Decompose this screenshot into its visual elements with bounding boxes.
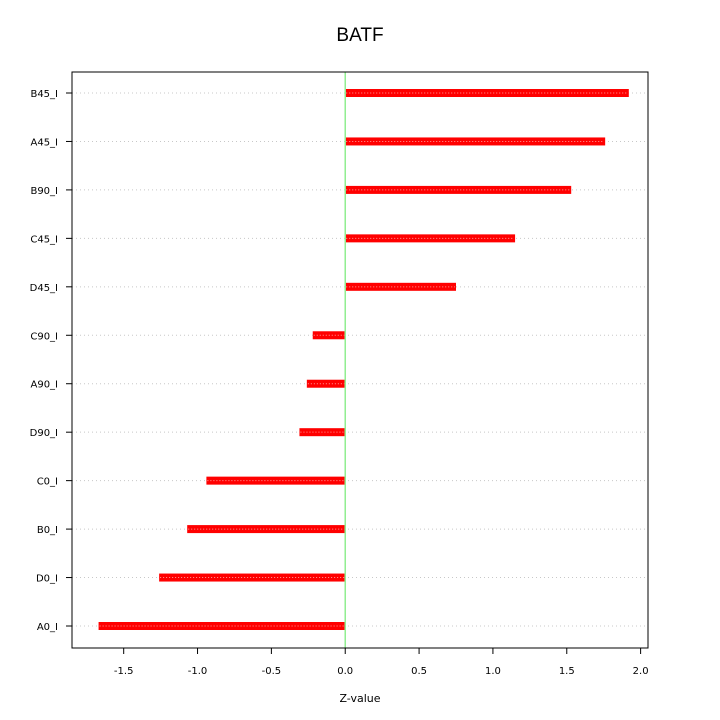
y-tick-label: C90_I <box>30 331 58 342</box>
chart-title: BATF <box>336 25 383 46</box>
y-tick-label: D90_I <box>30 428 58 439</box>
y-tick-label: C0_I <box>37 477 58 488</box>
y-tick-label: D45_I <box>30 283 58 294</box>
x-tick-label: -1.5 <box>114 666 134 677</box>
y-tick-label: A90_I <box>30 380 58 391</box>
x-tick-label: 1.0 <box>485 666 501 677</box>
grid-layer <box>72 92 648 627</box>
bar <box>206 476 346 485</box>
x-axis-title: Z-value <box>339 692 380 705</box>
plot-frame <box>71 71 649 649</box>
x-axis: -1.5 -1.0 -0.5 0.0 0.5 1.0 1.5 2.0 <box>114 648 649 677</box>
y-tick-label: B45_I <box>30 89 58 100</box>
bar <box>345 234 516 243</box>
x-tick-label: 0.0 <box>337 666 353 677</box>
bar-layer <box>98 89 629 630</box>
bar <box>345 89 629 97</box>
y-tick-label: B90_I <box>30 186 58 197</box>
x-tick-label: 1.5 <box>559 666 575 677</box>
y-tick-label: D0_I <box>36 574 58 585</box>
bar <box>345 137 606 146</box>
bar <box>98 622 346 630</box>
y-axis: B45_I A45_I B90_I C45_I D45_I C90_I A90_I D90_I… <box>30 89 72 633</box>
y-tick-label: A45_I <box>30 137 58 148</box>
x-tick-label: 0.5 <box>411 666 427 677</box>
y-tick-label: B0_I <box>37 525 58 536</box>
y-tick-label: C45_I <box>30 234 58 245</box>
y-tick-label: A0_I <box>37 622 58 633</box>
x-tick-label: 2.0 <box>633 666 649 677</box>
x-tick-label: -1.0 <box>188 666 208 677</box>
bar <box>159 573 346 582</box>
x-tick-label: -0.5 <box>262 666 282 677</box>
